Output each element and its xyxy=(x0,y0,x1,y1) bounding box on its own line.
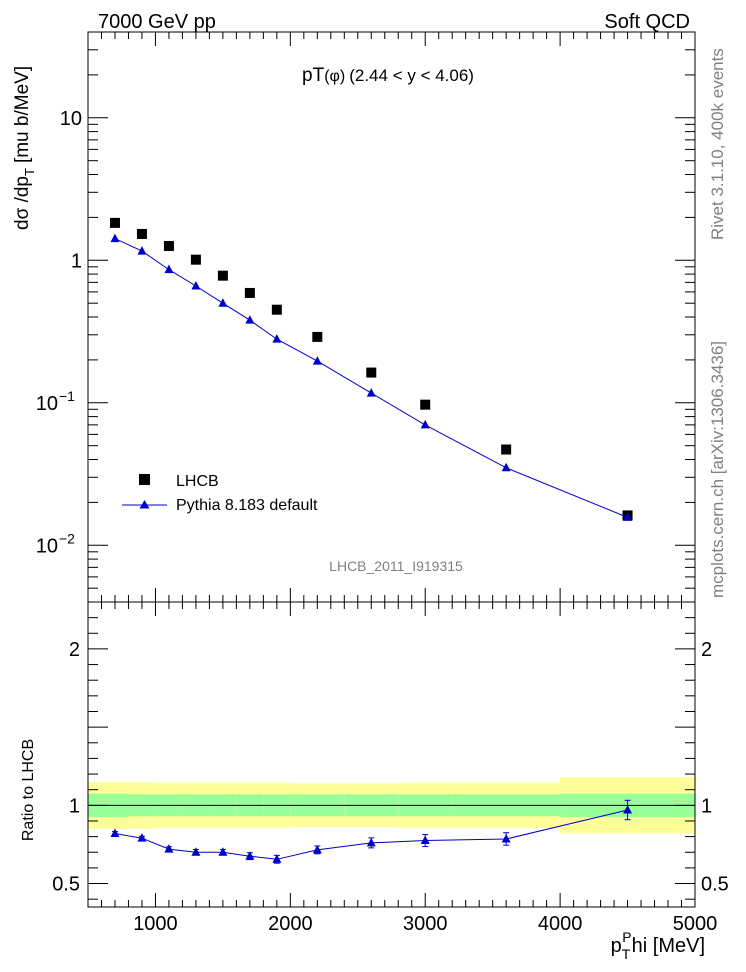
pythia-series-line xyxy=(114,238,628,518)
main-title-quantity: pT xyxy=(302,65,325,86)
legend: LHCB Pythia 8.183 default xyxy=(122,473,318,514)
main-y-tick-label: 10 xyxy=(36,535,58,557)
lhcb-data-point xyxy=(271,304,282,315)
lhcb-data-point xyxy=(501,444,512,455)
ratio-y-tick-label-right: 0.5 xyxy=(701,874,729,896)
x-axis-label-rest: hi [MeV] xyxy=(632,935,705,957)
legend-label-lhcb: LHCB xyxy=(176,473,219,490)
rivet-version-label: Rivet 3.1.10, 400k events xyxy=(708,48,727,240)
lhcb-data-point xyxy=(190,254,201,265)
pythia-data-point xyxy=(366,388,376,397)
main-frame xyxy=(87,31,696,603)
ratio-x-tick-label: 2000 xyxy=(268,913,313,935)
header-energy-label: 7000 GeV pp xyxy=(98,11,216,33)
ratio-y-tick-label: 0.5 xyxy=(52,874,80,896)
x-axis-label-main: p xyxy=(611,935,622,957)
ratio-data-point xyxy=(501,833,511,843)
x-axis-label-sup: P xyxy=(622,929,631,945)
lhcb-data-point xyxy=(136,228,147,239)
header-process-label: Soft QCD xyxy=(604,11,690,33)
ratio-x-tick-label: 4000 xyxy=(538,913,583,935)
ratio-data-point xyxy=(110,828,120,837)
pythia-data-point xyxy=(272,334,282,343)
main-y-axis-label-sub: T xyxy=(22,168,37,176)
main-title-particle: (φ) xyxy=(324,68,345,85)
ratio-frame xyxy=(87,601,696,908)
ratio-y-tick-label-right: 2 xyxy=(701,639,712,661)
ratio-y-axis-label: Ratio to LHCB xyxy=(20,739,37,841)
legend-marker-pythia xyxy=(139,500,150,509)
ratio-x-tick-label: 3000 xyxy=(403,913,448,935)
ratio-data-point xyxy=(272,854,282,863)
main-y-axis-label-unit: [mu b/MeV] xyxy=(12,66,33,163)
pythia-data-point xyxy=(137,246,147,255)
legend-marker-lhcb xyxy=(139,474,150,485)
ratio-data-point xyxy=(137,833,147,842)
mcplots-label: mcplots.cern.ch [arXiv:1306.3436] xyxy=(708,341,727,598)
ratio-y-tick-label: 2 xyxy=(69,639,80,661)
main-y-tick-label: 1 xyxy=(71,250,82,272)
ratio-panel: 1000 2000 3000 4000 5000 0.5 0.5 1 1 2 2 Ratio to … xyxy=(20,601,729,962)
main-title-range: (2.44 < y < 4.06) xyxy=(349,66,474,85)
pythia-data-point xyxy=(501,462,511,472)
main-title: pT(φ) (2.44 < y < 4.06) xyxy=(302,65,474,86)
ratio-data-point xyxy=(420,835,430,845)
main-y-tick-exponent: −1 xyxy=(59,388,75,404)
main-y-tick-label: 10 xyxy=(36,393,58,415)
main-plot-marks xyxy=(109,217,633,521)
pythia-data-point xyxy=(164,264,174,274)
ratio-data-point xyxy=(366,837,376,847)
main-y-axis-label-main: dσ /dp xyxy=(12,176,33,230)
pythia-data-point xyxy=(110,233,120,243)
ratio-series-line xyxy=(114,809,628,860)
main-y-tick-exponent: −2 xyxy=(59,530,75,546)
ratio-plot-marks xyxy=(110,799,633,864)
ratio-x-axis-label: pTPhi [MeV] xyxy=(611,929,705,962)
ratio-data-point xyxy=(218,847,228,856)
ratio-x-tick-label: 5000 xyxy=(673,913,718,935)
lhcb-data-point xyxy=(217,270,228,281)
ratio-data-point xyxy=(164,844,174,853)
ratio-data-point xyxy=(312,844,322,854)
x-axis-label-sub: T xyxy=(622,946,631,962)
main-y-tick-label: 10 xyxy=(60,108,82,130)
pythia-data-point xyxy=(218,298,228,307)
lhcb-data-point xyxy=(163,240,174,251)
lhcb-data-point xyxy=(420,399,431,410)
ratio-y-tick-label: 1 xyxy=(69,795,80,817)
pythia-data-point xyxy=(312,356,322,365)
analysis-watermark: LHCB_2011_I919315 xyxy=(329,558,463,574)
ratio-data-point xyxy=(623,805,633,814)
legend-label-pythia: Pythia 8.183 default xyxy=(176,497,318,514)
main-y-axis-label: dσ /dpT [mu b/MeV] xyxy=(12,66,37,230)
lhcb-data-point xyxy=(312,331,323,342)
ratio-data-point xyxy=(245,851,255,860)
lhcb-data-point xyxy=(109,217,120,228)
pythia-data-point xyxy=(420,419,430,429)
lhcb-data-point xyxy=(244,287,255,298)
lhcb-data-point xyxy=(366,367,377,378)
pythia-data-point xyxy=(623,512,633,521)
pythia-data-point xyxy=(245,315,255,324)
ratio-x-tick-label: 1000 xyxy=(133,913,178,935)
ratio-y-tick-label-right: 1 xyxy=(701,795,712,817)
pythia-data-point xyxy=(191,281,201,290)
ratio-data-point xyxy=(191,847,201,856)
ratio-axes: 1000 2000 3000 4000 5000 0.5 0.5 1 1 2 2 xyxy=(52,602,729,935)
